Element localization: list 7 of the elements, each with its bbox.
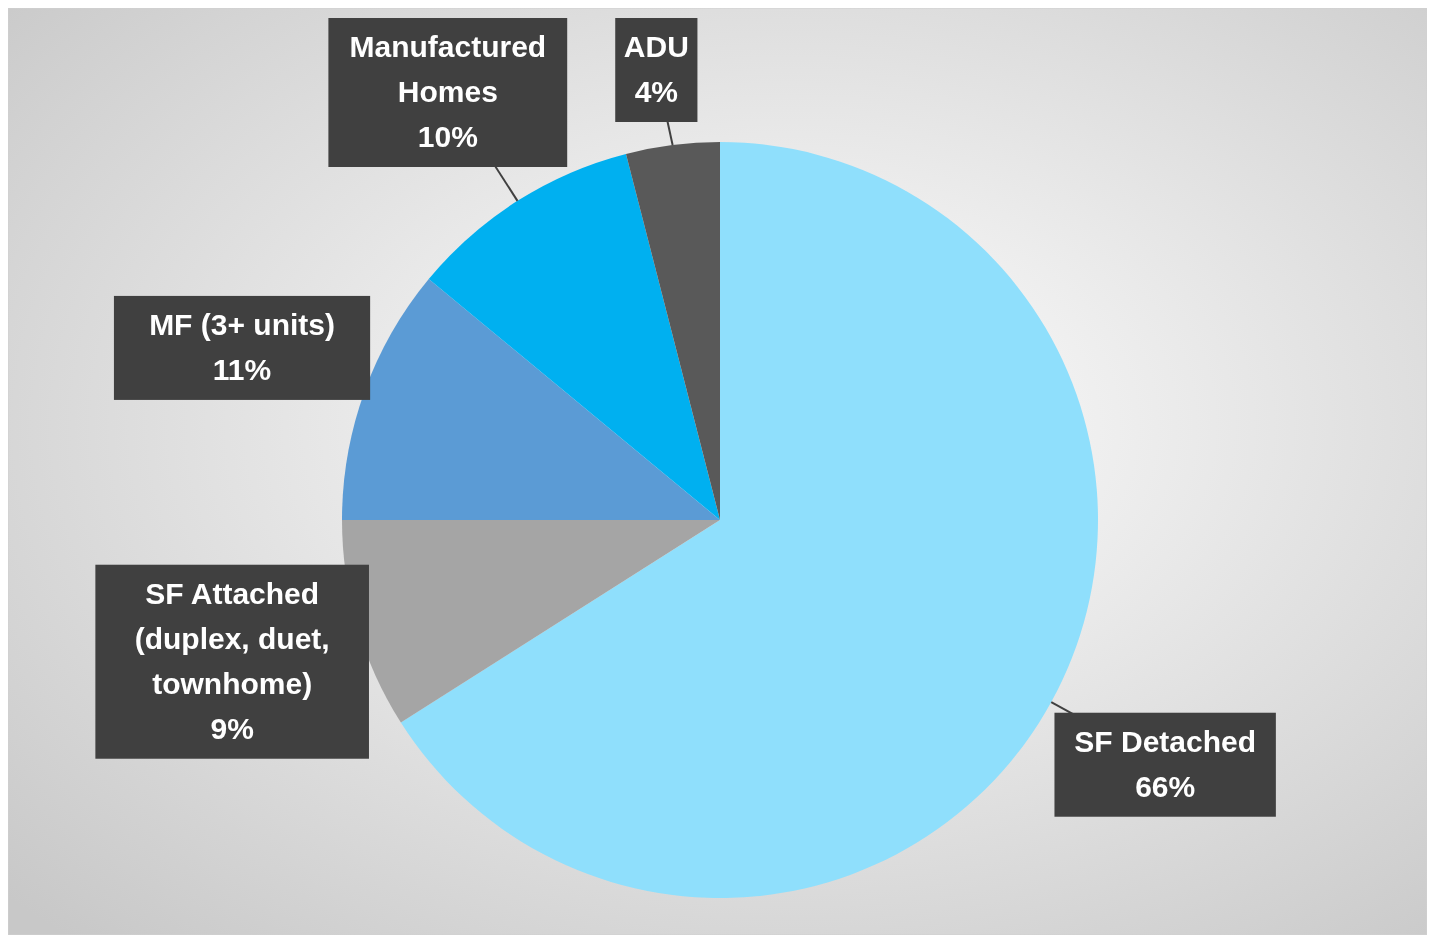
data-label: 11% bbox=[212, 353, 272, 387]
slice-label: Manufactured Homes bbox=[349, 30, 547, 109]
slice-label: SF Attached (duplex, duet, townhome) bbox=[134, 577, 330, 701]
data-label: 9% bbox=[210, 712, 254, 746]
data-label: 66% bbox=[1135, 770, 1196, 804]
slice-label: ADU bbox=[623, 30, 689, 64]
slice-label: MF (3+ units) bbox=[149, 308, 335, 342]
